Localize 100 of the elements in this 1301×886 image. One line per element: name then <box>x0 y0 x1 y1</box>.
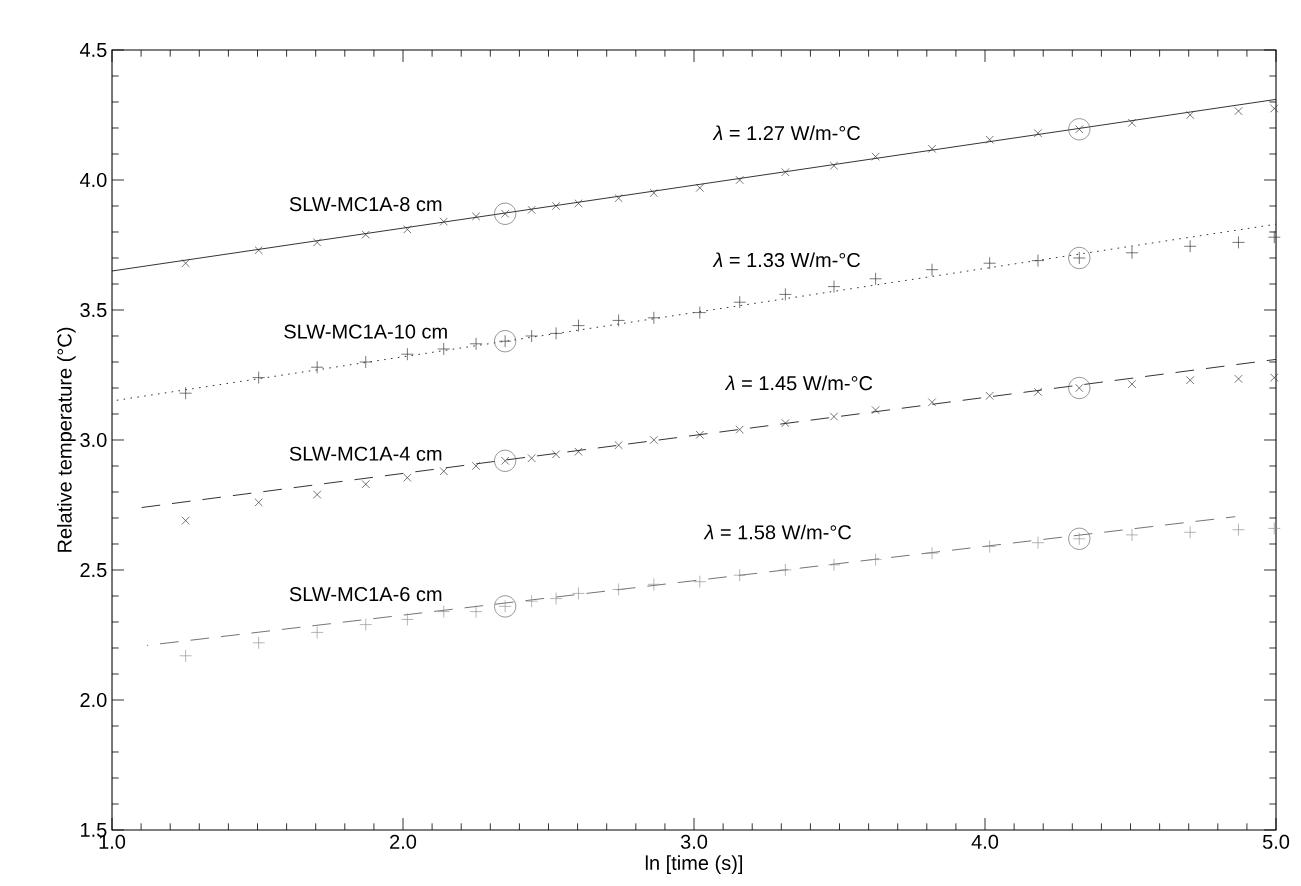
point <box>927 398 937 407</box>
point <box>494 330 517 353</box>
point <box>525 594 538 608</box>
point <box>733 568 747 582</box>
annotation: λ = 1.58 W/m-°C <box>703 524 852 540</box>
point <box>779 563 792 577</box>
point <box>1232 236 1245 249</box>
point <box>781 418 790 428</box>
point <box>871 405 880 415</box>
point <box>1183 525 1197 539</box>
point <box>735 425 744 434</box>
y-tick-label: 3.0 <box>80 432 107 448</box>
point <box>361 230 370 239</box>
point <box>779 288 792 301</box>
point <box>1232 523 1245 537</box>
point <box>733 295 747 309</box>
point <box>1068 118 1091 141</box>
x-tick-label: 4.0 <box>971 834 999 849</box>
y-tick-label: 4.5 <box>79 43 107 57</box>
y-tick-label: 3.5 <box>80 302 107 318</box>
point <box>695 430 704 439</box>
point <box>494 202 517 225</box>
point <box>471 461 481 471</box>
point <box>1033 387 1043 397</box>
point <box>401 347 414 361</box>
point <box>359 618 373 631</box>
point <box>985 135 994 144</box>
point <box>1270 104 1279 113</box>
point <box>695 183 704 192</box>
point <box>735 175 744 185</box>
point <box>361 480 370 489</box>
point <box>527 454 536 463</box>
point <box>647 311 661 325</box>
point <box>985 391 994 400</box>
point <box>527 205 536 215</box>
series-label: SLW-MC1A-10 cm <box>284 324 447 339</box>
point <box>525 329 538 343</box>
y-tick-label: 2.5 <box>80 562 107 578</box>
point <box>181 259 190 268</box>
point <box>614 441 623 450</box>
point <box>179 386 192 400</box>
x-tick-label: 3.0 <box>680 834 708 849</box>
point <box>439 467 448 476</box>
point <box>572 319 585 332</box>
point <box>1127 118 1137 127</box>
point <box>781 168 790 177</box>
point <box>549 592 563 605</box>
point <box>925 263 939 277</box>
point <box>179 649 192 663</box>
point <box>983 540 997 553</box>
point <box>313 238 322 247</box>
point <box>647 577 661 591</box>
point <box>1234 106 1243 116</box>
point <box>439 217 448 226</box>
point <box>1068 246 1091 269</box>
y-tick-label: 4.0 <box>79 172 107 188</box>
point <box>574 199 583 208</box>
point <box>1068 376 1091 399</box>
point <box>693 306 707 319</box>
point <box>1127 379 1137 389</box>
point <box>252 371 266 384</box>
point <box>614 194 623 203</box>
point <box>551 450 561 459</box>
annotation: λ = 1.33 W/m-°C <box>712 252 861 268</box>
point <box>869 272 882 286</box>
point <box>1031 254 1045 267</box>
point <box>1270 373 1279 382</box>
y-tick-label: 2.0 <box>80 692 107 708</box>
series-label: SLW-MC1A-8 cm <box>289 197 442 212</box>
point <box>869 553 882 566</box>
point <box>829 412 839 421</box>
point <box>1125 528 1139 542</box>
point <box>254 498 263 507</box>
point <box>1267 230 1281 244</box>
series-label: SLW-MC1A-4 cm <box>289 446 442 461</box>
point <box>469 605 483 618</box>
point <box>403 225 412 234</box>
point <box>572 587 585 600</box>
point <box>871 152 880 161</box>
point <box>494 595 517 618</box>
point <box>494 449 517 472</box>
point <box>252 636 266 650</box>
point <box>983 256 997 270</box>
point <box>1234 374 1243 384</box>
point <box>310 360 324 374</box>
point <box>1183 239 1197 253</box>
point <box>693 575 707 589</box>
point <box>313 490 322 499</box>
annotation: λ = 1.45 W/m-°C <box>724 375 873 391</box>
point <box>1033 129 1043 138</box>
point <box>1031 536 1045 550</box>
point <box>469 337 483 351</box>
point <box>925 546 939 560</box>
series-label: SLW-MC1A-6 cm <box>289 587 442 602</box>
point <box>471 212 481 221</box>
point <box>649 435 658 445</box>
point <box>254 246 263 255</box>
point <box>827 558 841 572</box>
point <box>551 201 561 211</box>
point <box>612 583 625 596</box>
